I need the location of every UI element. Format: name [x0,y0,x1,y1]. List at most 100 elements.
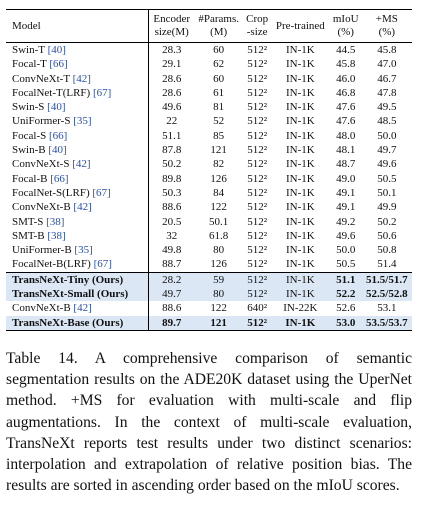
table-row: UniFormer-S [35] 22 52 512² IN-1K 47.6 48.5 [6,114,412,129]
model-cell: ConvNeXt-B [42] [6,200,150,215]
header-text: Pre-trained [275,19,325,32]
model-cell: UniFormer-S [35] [6,114,150,129]
value-cell: 61 [213,86,225,99]
model-name: UniFormer-S [12,115,71,128]
value-cell: 512² [243,271,271,288]
table-row: TransNeXt-Tiny (Ours) 28.2 59 512² IN-1K 51.1… [6,271,412,288]
model-cell: FocalNet-S(LRF) [67] [6,185,150,201]
header-text: Model [12,19,41,32]
header-text: Encoder [153,13,191,25]
model-cell: ConvNeXt-B [42] [6,301,150,316]
table-row: Swin-B [40] 87.8 121 512² IN-1K 48.1 49.7 [6,143,412,158]
value-cell: 49.7 [377,144,397,157]
header-text: (M) [210,26,228,38]
value-cell: 51.4 [377,258,397,271]
value-cell: IN-1K [285,244,315,257]
value-cell: 512² [247,44,268,56]
value-cell: 46.8 [336,86,356,99]
value-cell: IN-1K [270,271,330,288]
value-cell: 640² [247,302,268,315]
citation: [38] [47,229,66,242]
value-cell: 122 [210,201,227,214]
value-cell: 48.7 [336,158,356,171]
model-name: TransNeXt-Small (Ours) [12,288,129,301]
header-text: size(M) [154,26,189,38]
header-cell: Pre-trained [270,9,330,43]
model-name: Focal-T [12,58,47,71]
table-body: Swin-T [40] 28.3 60 512² IN-1K 44.5 45.8 Focal-… [6,42,412,331]
value-cell: 49.6 [336,229,356,242]
value-cell: 50.3 [162,186,182,199]
value-cell: 49.6 [162,101,182,114]
value-cell: 28.6 [162,86,182,99]
citation: [66] [49,58,68,71]
header-cell: Encoder size(M) [148,9,195,43]
value-cell: 47.6 [336,101,356,114]
value-cell: 49.7 [148,287,195,302]
value-cell: 49.6 [377,158,397,171]
value-cell: 50.8 [377,244,397,257]
citation: [67] [92,86,112,99]
value-cell: IN-1K [285,72,315,85]
value-cell: 51.5/51.7 [361,271,412,288]
value-cell: 89.7 [148,315,195,331]
header-cell: mIoU (%) [329,9,362,43]
value-cell: 512² [247,172,268,185]
value-cell: IN-1K [285,229,315,242]
model-name: SMT-B [12,229,45,242]
model-name: TransNeXt-Base (Ours) [12,316,124,329]
value-cell: 59 [194,271,244,288]
value-cell: 50.5 [377,172,397,185]
value-cell: 20.5 [162,215,182,228]
citation: [67] [93,258,112,271]
model-name: Swin-B [12,144,46,157]
model-cell: Swin-B [40] [6,143,150,158]
value-cell: IN-1K [285,44,315,56]
table-container: Model Encoder size(M) #Params. (M) Crop -size P… [6,9,412,331]
value-cell: 126 [210,172,227,185]
model-cell: Focal-T [66] [6,57,150,72]
model-name: SMT-S [12,215,44,228]
citation: [42] [73,201,92,214]
value-cell: 22 [166,115,178,128]
citation: [40] [48,144,67,157]
value-cell: 50.6 [377,229,397,242]
results-table: Model Encoder size(M) #Params. (M) Crop -size P… [6,9,412,331]
value-cell: 121 [194,315,244,331]
value-cell: 512² [247,258,268,271]
header-text: (%) [378,26,396,38]
model-cell: UniFormer-B [35] [6,243,150,258]
value-cell: IN-1K [285,101,315,114]
value-cell: IN-1K [285,144,315,157]
value-cell: 50.2 [377,215,397,228]
table-row: SMT-B [38] 32 61.8 512² IN-1K 49.6 50.6 [6,228,412,244]
model-cell: Swin-T [40] [6,42,150,58]
value-cell: 512² [243,315,271,331]
model-name: Focal-B [12,172,48,185]
value-cell: 51.1 [329,271,362,288]
value-cell: 47.0 [377,58,397,71]
value-cell: 53.0 [329,315,362,331]
value-cell: 126 [210,258,227,271]
value-cell: 49.1 [336,201,356,214]
model-name: ConvNeXt-T [12,72,70,85]
table-row: ConvNeXt-T [42] 28.6 60 512² IN-1K 46.0 46.7 [6,71,412,86]
table-row: FocalNet-T(LRF) [67] 28.6 61 512² IN-1K 46.8 4… [6,85,412,101]
value-cell: 512² [247,186,268,199]
value-cell: 89.8 [162,172,182,185]
table-row: Focal-B [66] 89.8 126 512² IN-1K 49.0 50.5 [6,171,412,186]
citation: [40] [47,44,66,56]
value-cell: 85 [213,129,225,142]
model-cell: SMT-S [38] [6,214,150,229]
value-cell: 88.7 [162,258,182,271]
value-cell: 50.5 [336,258,356,271]
header-cell: +MS (%) [361,9,412,43]
value-cell: 512² [247,215,268,228]
value-cell: 80 [194,287,244,302]
header-text: mIoU [332,13,359,25]
model-cell: FocalNet-B(LRF) [67] [6,257,150,273]
model-cell: FocalNet-T(LRF) [67] [6,85,150,101]
value-cell: 47.8 [377,86,397,99]
value-cell: 52.2 [329,287,362,302]
header-row: Model Encoder size(M) #Params. (M) Crop -size P… [6,9,412,43]
